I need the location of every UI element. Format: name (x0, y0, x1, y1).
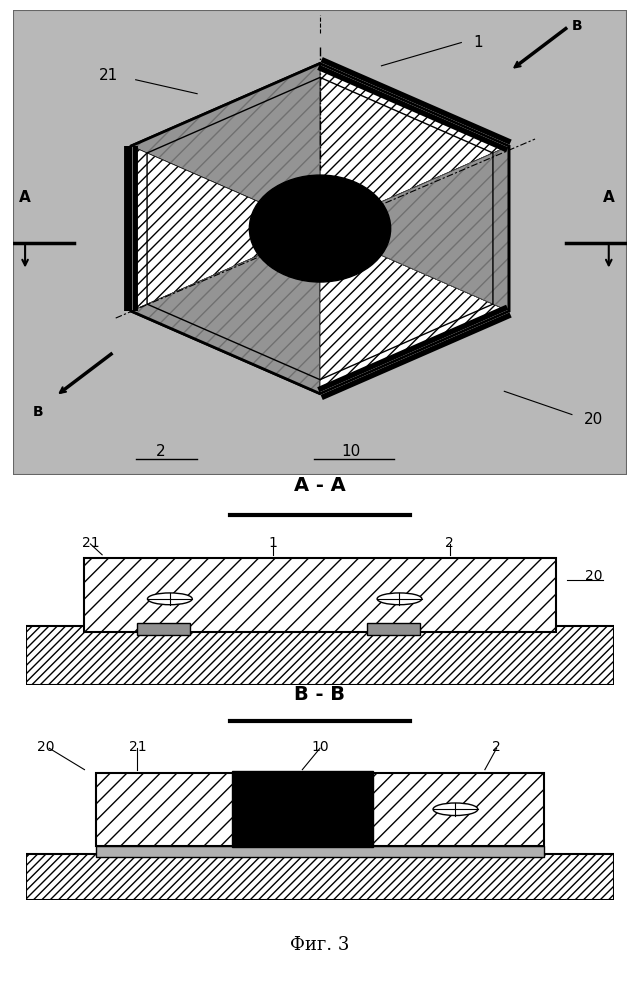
Text: A: A (603, 190, 614, 205)
Text: Фиг. 3: Фиг. 3 (291, 936, 349, 954)
Bar (232, 771, 373, 847)
Text: 20: 20 (584, 412, 604, 427)
Text: B: B (33, 405, 44, 419)
Text: A: A (19, 190, 31, 205)
Circle shape (147, 593, 192, 605)
Text: 21: 21 (99, 68, 118, 83)
Text: B: B (572, 19, 582, 33)
Bar (26, 854, 614, 900)
Text: 1: 1 (268, 536, 277, 550)
Polygon shape (131, 63, 509, 394)
Text: 2: 2 (445, 536, 454, 550)
Polygon shape (131, 146, 320, 311)
Text: 2: 2 (492, 740, 501, 754)
Bar (96, 773, 544, 846)
Text: 20: 20 (585, 570, 603, 584)
Bar (84, 558, 556, 632)
Polygon shape (131, 63, 320, 229)
Polygon shape (320, 229, 509, 394)
Text: 10: 10 (311, 740, 329, 754)
Bar (367, 623, 420, 635)
Text: 20: 20 (37, 740, 55, 754)
Circle shape (250, 175, 390, 282)
Polygon shape (320, 146, 509, 311)
Circle shape (377, 593, 422, 605)
Text: 1: 1 (474, 35, 483, 50)
Text: 21: 21 (129, 740, 147, 754)
Text: 10: 10 (341, 444, 360, 459)
Bar (26, 626, 614, 685)
Text: 2: 2 (156, 444, 165, 459)
Polygon shape (131, 229, 320, 394)
Text: А - А: А - А (294, 476, 346, 495)
Bar (96, 846, 544, 857)
Text: 21: 21 (81, 536, 99, 550)
Text: В - В: В - В (294, 684, 346, 704)
Polygon shape (320, 63, 509, 229)
Bar (138, 623, 191, 635)
Circle shape (433, 803, 478, 816)
